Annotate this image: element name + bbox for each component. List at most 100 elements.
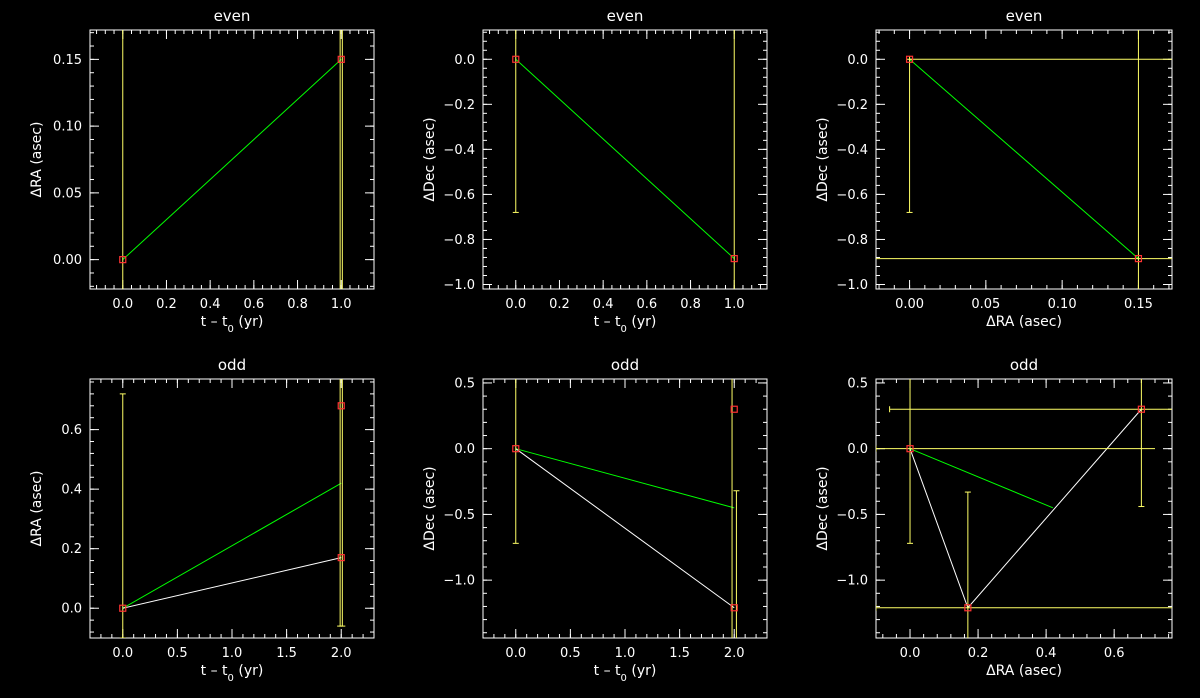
- y-tick-label: 0.5: [847, 376, 868, 391]
- y-tick-label: −0.6: [443, 188, 475, 203]
- data-point-marker: [337, 554, 345, 562]
- panel-title: even: [214, 7, 251, 25]
- chart-panel-6: odd 0.0 0.2 0.4 0.6 −1.0 −0.5 0.0 0.5 ΔRA (asec) Δ…: [815, 356, 1173, 679]
- x-axis-label: t – t0 (yr): [201, 663, 264, 684]
- plot-data: [512, 379, 740, 638]
- data-point-marker: [964, 604, 972, 612]
- y-tick-label: 0.6: [61, 423, 82, 438]
- x-tick-label: 0.4: [593, 297, 614, 312]
- panel-title: odd: [1010, 356, 1038, 374]
- y-tick-label: 0.5: [454, 376, 475, 391]
- y-tick-label: −0.5: [443, 508, 475, 523]
- fit-line: [515, 448, 735, 509]
- y-tick-label: −1.0: [443, 574, 475, 589]
- x-axis-label: t – t0 (yr): [594, 314, 657, 335]
- x-axis-label-subscript: 0: [228, 673, 234, 684]
- data-point-marker: [337, 55, 345, 63]
- x-tick-label: 0.0: [505, 646, 526, 661]
- x-axis-label: ΔRA (asec): [986, 314, 1062, 330]
- data-line: [515, 448, 735, 609]
- chart-panel-4: odd 0.0 0.5 1.0 1.5 2.0 0.0 0.2 0.4 0.6 t – t0 (yr…: [29, 356, 375, 684]
- plot-frame: [875, 378, 1173, 639]
- y-tick-label: −0.2: [443, 98, 475, 113]
- x-axis-label: ΔRA (asec): [986, 663, 1062, 679]
- plot-data: [876, 30, 1172, 289]
- chart-panel-2: even 0.0 0.2 0.4 0.6 0.8 1.0 −1.0 −0.8 −0.6 −0.4 −0…: [422, 7, 768, 335]
- panel-title: odd: [218, 356, 246, 374]
- x-tick-label: 0.8: [287, 297, 308, 312]
- x-tick-label: 0.0: [112, 646, 133, 661]
- x-axis-label: t – t0 (yr): [594, 663, 657, 684]
- plot-frame: [89, 29, 375, 290]
- data-line: [909, 408, 1142, 609]
- plot-frame: [89, 378, 375, 639]
- chart-panel-3: even 0.00 0.05 0.10 0.15 −1.0 −0.8 −0.6 −0.4 −0.2…: [815, 7, 1173, 330]
- y-tick-label: −0.8: [443, 233, 475, 248]
- x-tick-label: 0.5: [560, 646, 581, 661]
- y-tick-label: 0.2: [61, 542, 82, 557]
- y-tick-label: 0.05: [53, 186, 82, 201]
- x-axis-label-unit: (yr): [627, 663, 656, 679]
- y-tick-label: −0.4: [836, 143, 868, 158]
- y-tick-label: 0.0: [454, 442, 475, 457]
- y-tick-label: −0.5: [836, 508, 868, 523]
- x-tick-label: 0.0: [505, 297, 526, 312]
- data-point-marker: [337, 402, 345, 410]
- x-tick-label: 1.0: [724, 297, 745, 312]
- x-tick-label: 2.0: [331, 646, 352, 661]
- data-point-marker: [512, 445, 520, 453]
- plot-frame: [875, 29, 1173, 290]
- x-tick-label: 1.5: [669, 646, 690, 661]
- plot-data: [876, 379, 1172, 638]
- x-axis-label-unit: (yr): [234, 314, 263, 330]
- x-axis-label-subscript: 0: [621, 673, 627, 684]
- y-tick-label: −1.0: [836, 278, 868, 293]
- y-axis-label: ΔDec (asec): [815, 466, 831, 550]
- x-tick-label: 0.6: [244, 297, 265, 312]
- panel-title: even: [1006, 7, 1043, 25]
- y-axis-label: ΔDec (asec): [422, 117, 438, 201]
- y-tick-label: 0.0: [847, 53, 868, 68]
- data-point-marker: [730, 254, 738, 263]
- x-tick-label: 0.4: [1036, 646, 1057, 661]
- y-tick-label: −0.4: [443, 143, 475, 158]
- y-axis-label: ΔDec (asec): [422, 466, 438, 550]
- fit-line: [909, 58, 1139, 259]
- x-tick-label: 0.0: [112, 297, 133, 312]
- data-point-marker: [1137, 405, 1145, 413]
- x-axis-label-unit: (yr): [234, 663, 263, 679]
- panel-title: odd: [611, 356, 639, 374]
- x-tick-label: 0.0: [900, 646, 921, 661]
- plot-data: [119, 379, 346, 638]
- x-tick-label: 1.0: [222, 646, 243, 661]
- x-tick-label: 0.2: [968, 646, 989, 661]
- x-tick-label: 0.4: [200, 297, 221, 312]
- x-tick-label: 1.5: [276, 646, 297, 661]
- data-point-marker: [730, 604, 738, 612]
- fit-line: [122, 59, 342, 260]
- y-tick-label: 0.4: [61, 483, 82, 498]
- x-tick-label: 0.15: [1124, 297, 1153, 312]
- y-tick-label: −0.6: [836, 188, 868, 203]
- data-point-marker: [730, 405, 738, 413]
- plot-frame: [482, 378, 768, 639]
- x-tick-label: 0.6: [637, 297, 658, 312]
- x-tick-label: 0.10: [1048, 297, 1077, 312]
- x-tick-label: 0.2: [156, 297, 177, 312]
- y-axis-label: ΔDec (asec): [815, 117, 831, 201]
- x-axis-label-subscript: 0: [621, 324, 627, 335]
- data-point-marker: [1134, 254, 1143, 263]
- data-point-marker: [512, 55, 520, 63]
- y-tick-label: −1.0: [836, 574, 868, 589]
- data-point-marker: [906, 445, 914, 453]
- x-tick-label: 0.05: [971, 297, 1000, 312]
- fit-line: [515, 58, 735, 259]
- y-tick-label: 0.15: [53, 53, 82, 68]
- x-tick-label: 1.0: [615, 646, 636, 661]
- y-tick-label: 0.0: [61, 602, 82, 617]
- panel-title: even: [607, 7, 644, 25]
- plot-data: [512, 30, 738, 289]
- x-axis-label-subscript: 0: [228, 324, 234, 335]
- data-point-marker: [119, 256, 127, 264]
